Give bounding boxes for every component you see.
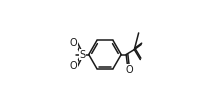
Text: O: O — [70, 61, 77, 71]
Text: O: O — [126, 64, 133, 75]
Text: S: S — [79, 50, 85, 60]
Text: O: O — [70, 38, 77, 48]
